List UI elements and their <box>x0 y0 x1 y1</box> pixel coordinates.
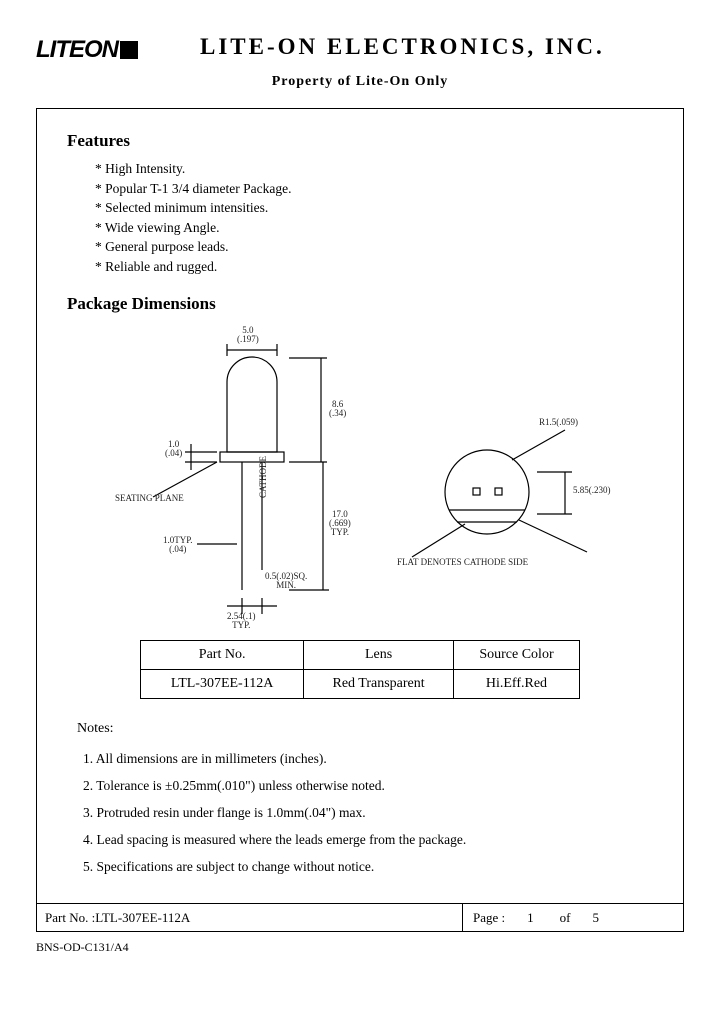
footer-page-label: Page : <box>473 910 505 926</box>
table-header-row: Part No. Lens Source Color <box>141 641 580 670</box>
dim-flange: 1.0 (.04) <box>165 440 182 458</box>
footer-bar: Part No. : LTL-307EE-112A Page : 1 of 5 <box>37 903 683 931</box>
logo-text: LITEON <box>36 36 138 64</box>
footer-partno: Part No. : LTL-307EE-112A <box>37 904 463 931</box>
table-row: LTL-307EE-112A Red Transparent Hi.Eff.Re… <box>141 670 580 699</box>
feature-item: * High Intensity. <box>95 159 653 179</box>
notes-heading: Notes: <box>77 721 653 737</box>
dim-lead-pitch: 2.54(.1) TYP. <box>227 612 256 630</box>
notes-list: 1. All dimensions are in millimeters (in… <box>83 745 653 880</box>
dim-flat-note: FLAT DENOTES CATHODE SIDE <box>397 558 528 567</box>
logo: LITEON <box>36 32 176 68</box>
th-lens: Lens <box>304 641 454 670</box>
dim-top-width: 5.0 (.197) <box>237 326 259 344</box>
dim-flat-dia: 5.85(.230) <box>573 486 611 495</box>
feature-item: * Selected minimum intensities. <box>95 198 653 218</box>
logo-square-icon <box>120 41 138 59</box>
dim-lead-sq: 0.5(.02)SQ. MIN. <box>265 572 307 590</box>
td-lens: Red Transparent <box>304 670 454 699</box>
footer-partno-value: LTL-307EE-112A <box>95 910 190 926</box>
dimensions-title: Package Dimensions <box>67 294 653 314</box>
dim-flat-r: R1.5(.059) <box>539 418 578 427</box>
led-diagram-svg <box>67 322 647 632</box>
note-item: 2. Tolerance is ±0.25mm(.010") unless ot… <box>83 772 653 799</box>
footer-page-total: 5 <box>592 910 599 926</box>
feature-item: * Reliable and rugged. <box>95 257 653 277</box>
dim-lead-len: 17.0 (.669) TYP. <box>329 510 351 537</box>
note-item: 4. Lead spacing is measured where the le… <box>83 826 653 853</box>
form-code: BNS-OD-C131/A4 <box>36 940 684 955</box>
dim-body-height: 8.6 (.34) <box>329 400 346 418</box>
feature-item: * Popular T-1 3/4 diameter Package. <box>95 179 653 199</box>
footer-partno-label: Part No. : <box>45 910 95 926</box>
td-source: Hi.Eff.Red <box>453 670 579 699</box>
page: LITEON LITE-ON ELECTRONICS, INC. Propert… <box>0 0 720 975</box>
feature-item: * Wide viewing Angle. <box>95 218 653 238</box>
td-partno: LTL-307EE-112A <box>141 670 304 699</box>
property-line: Property of Lite-On Only <box>36 74 684 90</box>
footer-of-label: of <box>560 910 571 926</box>
note-item: 1. All dimensions are in millimeters (in… <box>83 745 653 772</box>
package-diagram: 5.0 (.197) 1.0 (.04) 8.6 (.34) SEATING P… <box>67 322 653 632</box>
th-source: Source Color <box>453 641 579 670</box>
company-name: LITE-ON ELECTRONICS, INC. <box>200 32 684 60</box>
note-item: 5. Specifications are subject to change … <box>83 853 653 880</box>
footer-page-num: 1 <box>527 910 534 926</box>
feature-item: * General purpose leads. <box>95 237 653 257</box>
logo-word: LITEON <box>36 36 118 64</box>
dim-cathode-mark: CATHODE <box>259 456 268 498</box>
th-partno: Part No. <box>141 641 304 670</box>
footer-page: Page : 1 of 5 <box>463 904 683 931</box>
content-frame: Features * High Intensity. * Popular T-1… <box>36 108 684 932</box>
features-title: Features <box>67 131 653 151</box>
features-list: * High Intensity. * Popular T-1 3/4 diam… <box>95 159 653 276</box>
note-item: 3. Protruded resin under flange is 1.0mm… <box>83 799 653 826</box>
part-table: Part No. Lens Source Color LTL-307EE-112… <box>140 640 580 699</box>
dim-cathode-len: 1.0TYP. (.04) <box>163 536 193 554</box>
header: LITEON LITE-ON ELECTRONICS, INC. <box>36 32 684 68</box>
dim-seating: SEATING PLANE <box>115 494 184 503</box>
